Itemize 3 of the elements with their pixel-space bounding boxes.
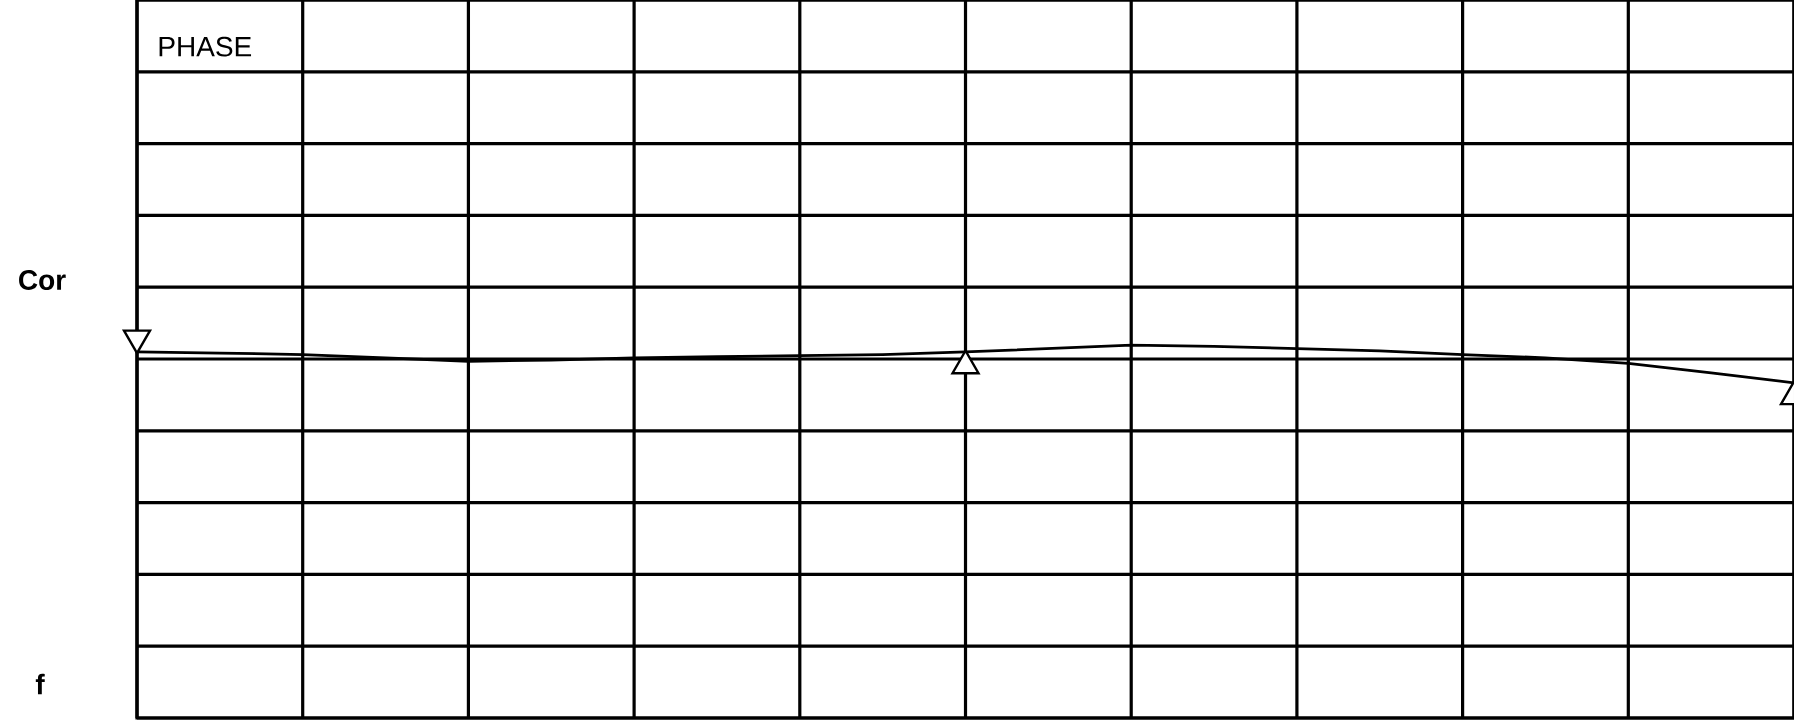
y-axis-title: Cor: [19, 270, 66, 290]
chart-title: PHASE: [159, 36, 252, 57]
text: f: [35, 673, 45, 695]
